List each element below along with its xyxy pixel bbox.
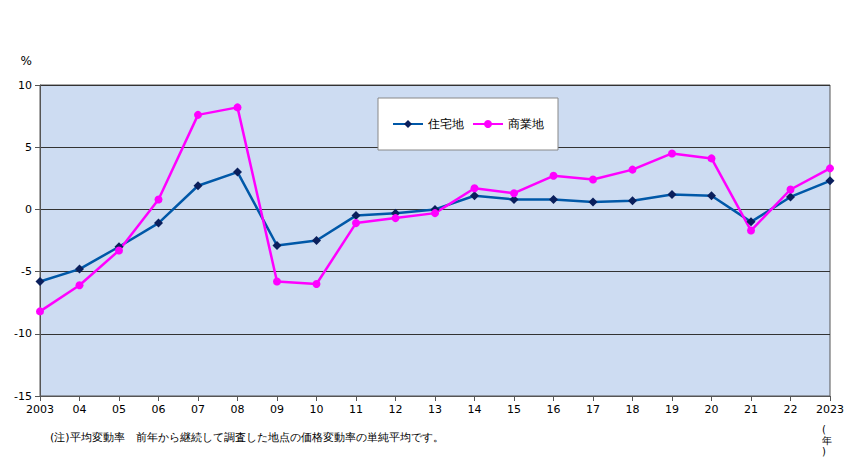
- svg-text:): ): [822, 446, 826, 457]
- svg-text:18: 18: [626, 403, 640, 416]
- svg-text:-10: -10: [14, 327, 32, 340]
- svg-text:-15: -15: [14, 390, 32, 403]
- svg-text:04: 04: [73, 403, 87, 416]
- svg-text:年: 年: [822, 435, 832, 446]
- svg-text:21: 21: [744, 403, 758, 416]
- svg-text:10: 10: [18, 79, 32, 92]
- svg-text:11: 11: [349, 403, 363, 416]
- svg-text:07: 07: [191, 403, 205, 416]
- svg-text:住宅地: 住宅地: [427, 117, 464, 131]
- svg-text:(: (: [822, 424, 826, 435]
- svg-text:08: 08: [231, 403, 245, 416]
- svg-text:06: 06: [152, 403, 166, 416]
- svg-text:5: 5: [25, 141, 32, 154]
- svg-text:16: 16: [547, 403, 561, 416]
- svg-text:20: 20: [705, 403, 719, 416]
- svg-text:09: 09: [270, 403, 284, 416]
- svg-text:19: 19: [665, 403, 679, 416]
- svg-text:0: 0: [25, 203, 32, 216]
- svg-text:(注)平均変動率 前年から継続して調査した地点の価格変動率の: (注)平均変動率 前年から継続して調査した地点の価格変動率の単純平均です。: [50, 431, 444, 444]
- svg-text:14: 14: [468, 403, 482, 416]
- svg-text:商業地: 商業地: [508, 117, 544, 131]
- svg-text:05: 05: [112, 403, 126, 416]
- svg-text:22: 22: [784, 403, 798, 416]
- svg-text:15: 15: [507, 403, 521, 416]
- svg-text:2023: 2023: [816, 403, 844, 416]
- svg-text:10: 10: [310, 403, 324, 416]
- svg-text:-5: -5: [21, 265, 32, 278]
- svg-text:2003: 2003: [26, 403, 54, 416]
- svg-text:%: %: [21, 54, 32, 68]
- svg-text:17: 17: [586, 403, 600, 416]
- svg-text:13: 13: [428, 403, 442, 416]
- svg-text:12: 12: [389, 403, 403, 416]
